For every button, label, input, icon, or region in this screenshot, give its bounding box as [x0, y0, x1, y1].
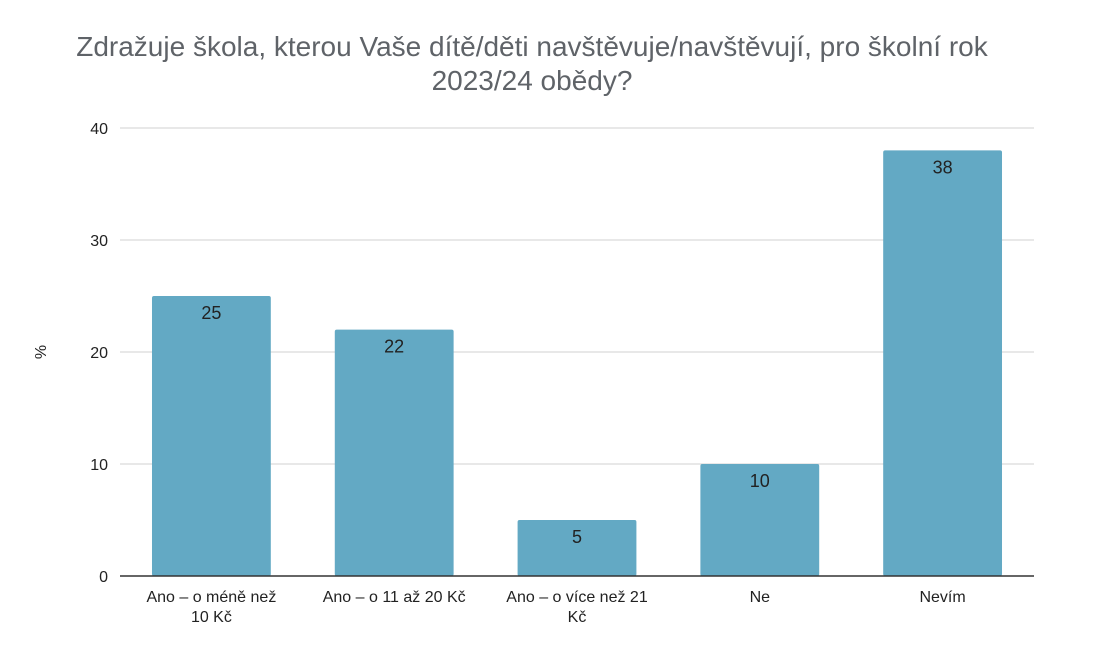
bar — [334, 329, 454, 576]
y-axis-label: % — [33, 345, 50, 359]
chart-title-line-1: Zdražuje škola, kterou Vaše dítě/děti na… — [76, 31, 988, 62]
chart-title-line-2: 2023/24 obědy? — [431, 65, 633, 96]
bar — [700, 464, 820, 576]
x-tick-label: Ano – o více než 21 — [506, 589, 648, 606]
y-tick-label: 40 — [90, 121, 108, 138]
bar — [883, 150, 1003, 576]
data-label: 22 — [384, 337, 404, 357]
data-label: 10 — [750, 471, 770, 491]
x-tick-label: Ne — [750, 589, 771, 606]
data-label: 25 — [201, 303, 221, 323]
y-tick-label: 10 — [90, 457, 108, 474]
x-tick-label: Kč — [568, 609, 587, 626]
bar — [517, 520, 637, 576]
x-tick-label: Ano – o méně než — [146, 589, 276, 606]
chart-title: Zdražuje škola, kterou Vaše dítě/děti na… — [0, 30, 1064, 98]
x-tick-label: 10 Kč — [191, 609, 232, 626]
data-label: 5 — [572, 527, 582, 547]
x-tick-label: Ano – o 11 až 20 Kč — [323, 589, 466, 606]
y-tick-label: 20 — [90, 345, 108, 362]
x-tick-label: Nevím — [919, 589, 965, 606]
y-tick-label: 30 — [90, 233, 108, 250]
data-label: 38 — [933, 157, 953, 177]
bar — [151, 296, 271, 576]
y-tick-label: 0 — [99, 569, 108, 586]
